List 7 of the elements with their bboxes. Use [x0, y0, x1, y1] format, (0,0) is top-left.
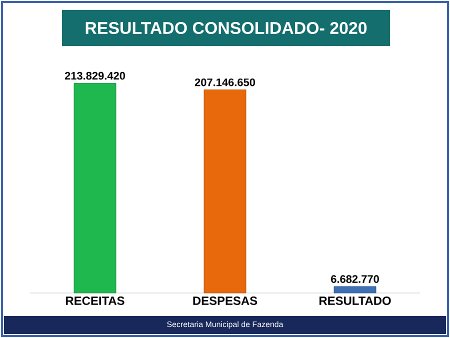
x-tick-label: DESPESAS [193, 296, 258, 305]
data-label: 213.829.420 [64, 72, 126, 80]
chart-title: RESULTADO CONSOLIDADO- 2020 [86, 22, 367, 34]
data-label: 6.682.770 [331, 275, 379, 283]
x-tick-label: RESULTADO [320, 296, 391, 305]
data-label: 207.146.650 [194, 78, 256, 86]
x-tick-label: RECEITAS [66, 296, 124, 305]
